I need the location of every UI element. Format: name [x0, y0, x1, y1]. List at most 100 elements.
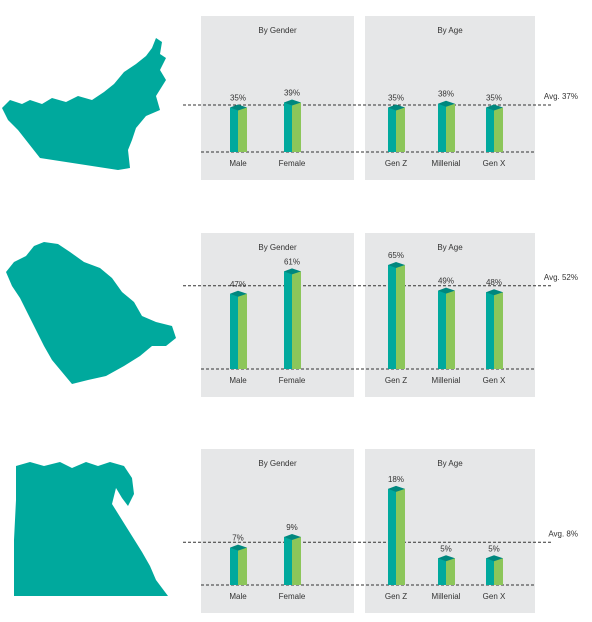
data-label: 48%	[486, 278, 502, 287]
bar	[388, 485, 405, 585]
bar-front	[494, 107, 503, 152]
bar-side	[284, 271, 292, 369]
bar-front	[396, 107, 405, 152]
saudi-arabia-map	[6, 242, 176, 384]
bar-top	[486, 555, 503, 562]
bar-side	[230, 107, 238, 152]
bar-front	[292, 271, 301, 369]
panel-title: By Age	[437, 243, 463, 252]
bar	[486, 289, 503, 369]
panel-background	[201, 233, 354, 397]
bar-front	[396, 488, 405, 585]
data-label: 49%	[438, 277, 454, 286]
category-label: Female	[279, 592, 306, 601]
bar-front	[446, 558, 455, 585]
panel-title: By Age	[437, 459, 463, 468]
data-label: 7%	[232, 534, 244, 543]
bar	[438, 555, 455, 585]
bar-top	[230, 544, 247, 551]
data-label: 39%	[284, 88, 300, 97]
bar	[388, 104, 405, 152]
category-label: Millenial	[432, 376, 461, 385]
chart-block: By Gender By Age Avg. 8% 7% Male 9% Female 18% G…	[183, 449, 578, 613]
bar-side	[230, 293, 238, 369]
panel-title: By Age	[437, 26, 463, 35]
bar-top	[438, 555, 455, 562]
category-label: Millenial	[432, 592, 461, 601]
bar-top	[486, 289, 503, 296]
bar	[284, 99, 301, 152]
bar-front	[238, 107, 247, 152]
data-label: 38%	[438, 90, 454, 99]
bar-side	[388, 265, 396, 369]
bar-side	[486, 558, 494, 585]
category-label: Millenial	[432, 159, 461, 168]
bar	[438, 287, 455, 369]
data-label: 47%	[230, 280, 246, 289]
average-label: Avg. 8%	[548, 529, 578, 538]
bar	[388, 262, 405, 369]
egypt-map	[14, 462, 168, 596]
category-label: Gen Z	[385, 159, 407, 168]
bar-front	[396, 265, 405, 369]
bar	[230, 290, 247, 369]
bar-front	[238, 547, 247, 585]
bar-side	[388, 488, 396, 585]
data-label: 35%	[388, 94, 404, 103]
bar-side	[284, 102, 292, 152]
data-label: 65%	[388, 251, 404, 260]
bar-front	[446, 290, 455, 369]
bar	[486, 555, 503, 585]
bar-top	[438, 287, 455, 294]
chart-block: By Gender By Age Avg. 37% 35% Male 39% Female 3…	[183, 16, 578, 180]
bar-top	[388, 262, 405, 268]
panel-background	[201, 449, 354, 613]
data-label: 5%	[440, 544, 452, 553]
bar-top	[284, 268, 301, 275]
bar	[486, 104, 503, 152]
data-label: 61%	[284, 257, 300, 266]
data-label: 5%	[488, 544, 500, 553]
category-label: Male	[229, 159, 247, 168]
category-label: Gen X	[483, 592, 506, 601]
average-label: Avg. 52%	[544, 273, 578, 282]
bar	[230, 104, 247, 152]
bar	[438, 100, 455, 152]
bar-front	[292, 102, 301, 152]
bar-side	[388, 107, 396, 152]
bar-top	[388, 104, 405, 111]
bar-top	[486, 104, 503, 111]
bar-side	[438, 558, 446, 585]
data-label: 35%	[230, 94, 246, 103]
bar-side	[438, 103, 446, 152]
bar-side	[230, 547, 238, 585]
panel-title: By Gender	[258, 459, 297, 468]
bar-side	[284, 536, 292, 585]
panel-background	[201, 16, 354, 180]
bar-side	[486, 292, 494, 369]
data-label: 9%	[286, 523, 298, 532]
bar-side	[486, 107, 494, 152]
category-label: Female	[279, 159, 306, 168]
bar-top	[230, 104, 247, 111]
category-label: Male	[229, 376, 247, 385]
bar	[230, 544, 247, 585]
panel-background	[365, 16, 535, 180]
panel-title: By Gender	[258, 243, 297, 252]
category-label: Gen X	[483, 159, 506, 168]
category-label: Gen X	[483, 376, 506, 385]
bar-top	[230, 290, 247, 297]
data-label: 35%	[486, 94, 502, 103]
bar	[284, 268, 301, 369]
panel-title: By Gender	[258, 26, 297, 35]
data-label: 18%	[388, 475, 404, 484]
bar-front	[292, 536, 301, 585]
bar-front	[494, 292, 503, 369]
chart-block: By Gender By Age Avg. 52% 47% Male 61% Female 6…	[183, 233, 578, 397]
category-label: Male	[229, 592, 247, 601]
bar-front	[446, 103, 455, 152]
uae-map	[2, 38, 166, 170]
average-label: Avg. 37%	[544, 92, 578, 101]
bar-front	[494, 558, 503, 585]
